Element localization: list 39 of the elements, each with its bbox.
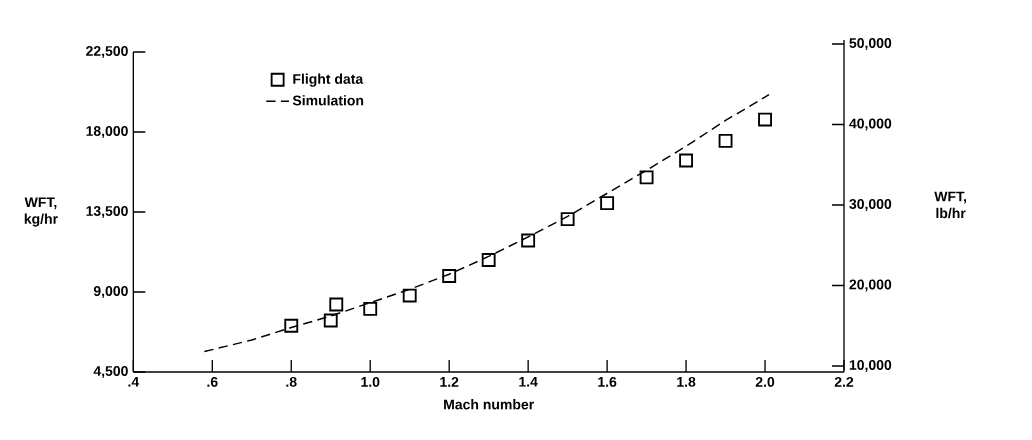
point — [481, 253, 496, 267]
x-axis-title: Mach number — [444, 399, 534, 410]
y2-tick-label: 20,000 — [849, 279, 892, 292]
y2-tick-label: 40,000 — [849, 118, 892, 131]
point — [679, 153, 694, 168]
y-tick-label: 9,000 — [93, 286, 128, 298]
point — [521, 233, 536, 248]
y-axis-title: WFT, kg/hr — [24, 197, 58, 227]
x-tick-label: 1.6 — [598, 376, 617, 387]
point — [560, 212, 575, 227]
x-tick-label: 2.0 — [755, 376, 775, 387]
legend-label: Flight data — [293, 73, 364, 87]
point — [323, 313, 338, 328]
point — [329, 297, 344, 312]
y-tick-label: 18,000 — [86, 126, 128, 138]
point — [718, 133, 733, 148]
x-tick-label: 1.0 — [361, 376, 380, 387]
point — [363, 301, 378, 316]
x-tick-label: 1.2 — [440, 376, 459, 387]
y2-tick-label: 50,000 — [849, 38, 892, 51]
point — [402, 288, 417, 303]
x-tick-label: 2.2 — [834, 376, 854, 387]
y2-axis-title: WFT, lb/hr — [934, 191, 967, 219]
x-tick-label: .4 — [128, 376, 140, 387]
y2-tick-label: 10,000 — [849, 360, 892, 372]
x-tick-label: .6 — [207, 376, 218, 387]
point — [284, 318, 299, 333]
y-tick-label: 13,500 — [86, 206, 128, 218]
legend-label: Simulation — [292, 95, 364, 106]
x-tick-label: 1.4 — [519, 376, 538, 387]
x-tick-label: 1.8 — [677, 376, 696, 387]
y-tick-label: 4,500 — [93, 366, 128, 378]
y2-tick-label: 30,000 — [849, 199, 892, 211]
y-tick-label: 22,500 — [86, 46, 128, 58]
point — [442, 269, 457, 283]
x-tick-label: .8 — [286, 376, 297, 387]
point — [758, 112, 772, 127]
point — [639, 170, 654, 185]
point — [600, 196, 615, 211]
